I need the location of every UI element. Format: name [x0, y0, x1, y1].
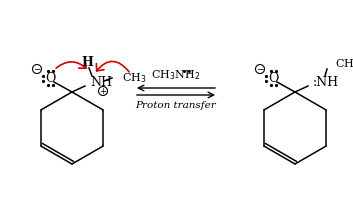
Text: −: −	[33, 64, 41, 73]
Text: CH$_3$NH$_2$: CH$_3$NH$_2$	[151, 68, 201, 82]
Text: −: −	[256, 64, 264, 73]
Text: H: H	[81, 56, 93, 70]
Text: CH$_3$: CH$_3$	[122, 71, 146, 85]
Text: CH$_3$: CH$_3$	[335, 57, 353, 71]
Text: :NH: :NH	[313, 75, 339, 88]
Text: O: O	[268, 72, 278, 84]
FancyArrowPatch shape	[96, 61, 129, 72]
Text: O: O	[45, 72, 55, 84]
Text: NH: NH	[90, 75, 112, 88]
FancyArrowPatch shape	[56, 61, 86, 68]
Text: Proton transfer: Proton transfer	[136, 100, 216, 110]
Text: +: +	[100, 86, 107, 96]
